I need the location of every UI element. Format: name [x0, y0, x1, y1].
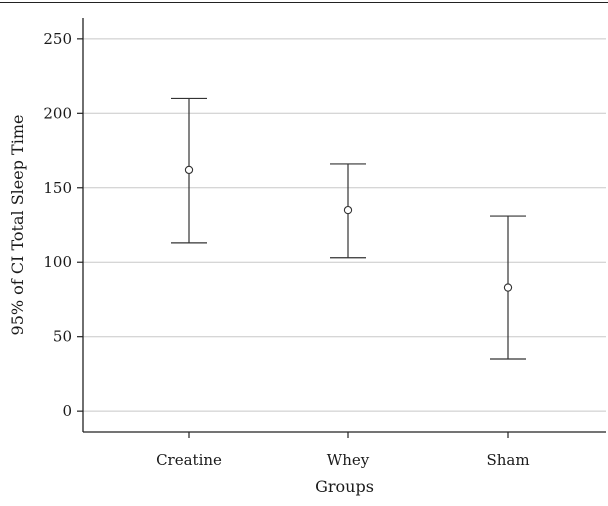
y-ticks: 0 50 100 150 200 250 [43, 30, 83, 420]
error-bar-whey [330, 163, 366, 259]
x-tick-label: Whey [327, 451, 370, 469]
y-tick-label: 150 [43, 179, 72, 197]
y-tick-label: 250 [43, 30, 72, 48]
x-ticks: Creatine Whey Sham [156, 432, 530, 469]
error-bars [171, 97, 526, 360]
gridlines [83, 38, 606, 412]
axes [82, 18, 606, 433]
y-tick-label: 50 [53, 328, 72, 346]
x-axis-title: Groups [315, 477, 374, 496]
x-tick-label: Creatine [156, 451, 222, 469]
mean-point [503, 283, 513, 292]
y-tick-label: 200 [43, 104, 72, 122]
mean-point [343, 205, 353, 215]
y-tick-label: 0 [62, 402, 72, 420]
error-bar-sham [490, 215, 526, 360]
mean-point [184, 165, 194, 175]
y-axis-title: 95% of CI Total Sleep Time [8, 115, 27, 336]
x-tick-label: Sham [486, 451, 529, 469]
error-bar-creatine [171, 97, 207, 244]
y-tick-label: 100 [43, 253, 72, 271]
